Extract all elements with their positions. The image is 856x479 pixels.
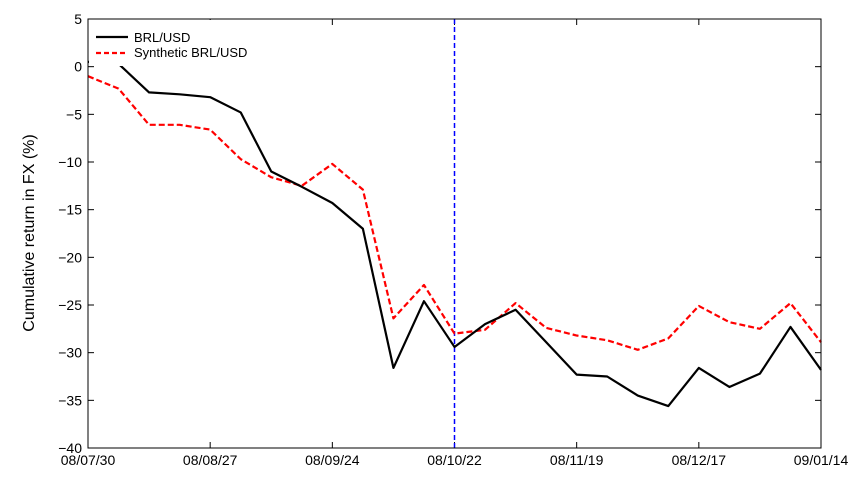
x-tick-label: 08/12/17: [672, 452, 727, 468]
y-tick-label: −10: [58, 154, 82, 170]
y-tick-label: 0: [74, 59, 82, 75]
y-tick-label: −40: [58, 440, 82, 456]
legend: BRL/USD Synthetic BRL/USD: [89, 20, 285, 66]
y-tick-label: −30: [58, 345, 82, 361]
legend-label-brl-usd: BRL/USD: [134, 30, 190, 45]
x-tick-label: 08/08/27: [183, 452, 238, 468]
y-tick-label: −35: [58, 392, 82, 408]
series-line-synthetic-brl-usd: [87, 75, 822, 351]
y-tick-label: −25: [58, 297, 82, 313]
legend-label-synthetic-brl-usd: Synthetic BRL/USD: [134, 45, 247, 60]
y-tick-label: −5: [66, 106, 82, 122]
y-axis-ticks: 5 0 −5 −10 −15 −20 −25 −30 −35 −40: [58, 11, 821, 456]
y-axis-label: Cumulative return in FX (%): [21, 134, 38, 331]
x-axis-ticks: 08/07/30 08/08/27 08/09/24 08/10/22 08/11/19…: [61, 19, 849, 468]
y-tick-label: 5: [74, 11, 82, 27]
plot-background: [88, 19, 821, 448]
x-tick-label: 08/09/24: [305, 452, 360, 468]
y-tick-label: −15: [58, 202, 82, 218]
x-tick-label: 08/10/22: [427, 452, 482, 468]
x-tick-label: 08/11/19: [550, 452, 604, 468]
series-layer: [87, 60, 822, 408]
y-tick-label: −20: [58, 249, 82, 265]
plot-frame: [87, 18, 822, 449]
x-tick-label: 09/01/14: [794, 452, 849, 468]
series-line-brl-usd: [87, 60, 822, 408]
x-tick-label: 08/07/30: [61, 452, 116, 468]
legend-box: [89, 20, 285, 66]
